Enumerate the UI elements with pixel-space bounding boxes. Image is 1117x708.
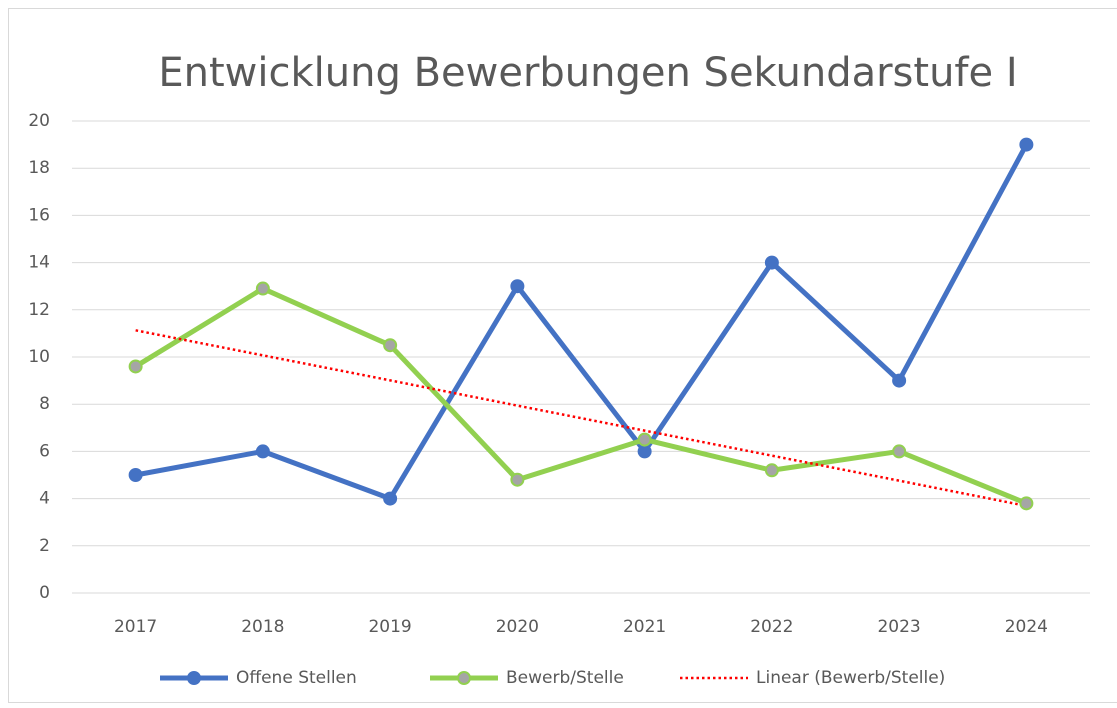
legend-marker: [457, 671, 471, 685]
data-point: [1019, 137, 1034, 152]
y-tick-label: 14: [28, 253, 50, 273]
data-point: [255, 281, 270, 296]
data-point: [892, 373, 907, 388]
x-tick-label: 2018: [241, 617, 284, 637]
y-tick-label: 2: [39, 536, 50, 556]
x-tick-label: 2017: [114, 617, 157, 637]
y-tick-label: 10: [28, 347, 50, 367]
x-tick-label: 2020: [496, 617, 539, 637]
y-tick-label: 8: [39, 394, 50, 414]
data-point: [383, 338, 398, 353]
x-tick-label: 2019: [368, 617, 411, 637]
data-point: [255, 444, 270, 459]
data-point: [128, 468, 143, 482]
y-tick-label: 6: [39, 441, 50, 461]
data-point: [764, 463, 779, 478]
y-tick-label: 18: [28, 158, 50, 178]
data-point: [1019, 496, 1034, 511]
series-line: [134, 286, 1028, 506]
y-tick-label: 0: [39, 583, 50, 603]
data-point: [892, 444, 907, 459]
chart-border: [8, 8, 1117, 703]
x-tick-label: 2021: [623, 617, 666, 637]
x-tick-label: 2024: [1005, 617, 1048, 637]
data-point: [637, 444, 652, 459]
data-point: [510, 472, 525, 487]
legend-marker: [187, 671, 201, 685]
legend-label: Offene Stellen: [236, 668, 357, 688]
chart-title: Entwicklung Bewerbungen Sekundarstufe I: [158, 50, 1017, 96]
y-tick-label: 20: [28, 111, 50, 131]
legend-label: Linear (Bewerb/Stelle): [756, 668, 945, 688]
x-tick-label: 2023: [877, 617, 920, 637]
y-tick-label: 16: [28, 205, 50, 225]
legend-label: Bewerb/Stelle: [506, 668, 624, 688]
data-point: [637, 432, 652, 447]
data-point: [510, 279, 525, 294]
y-tick-label: 12: [28, 300, 50, 320]
data-point: [383, 491, 398, 506]
series-line: [135, 143, 1029, 502]
data-point: [764, 255, 779, 270]
x-tick-label: 2022: [750, 617, 793, 637]
y-tick-label: 4: [39, 489, 50, 509]
data-point: [128, 359, 143, 374]
